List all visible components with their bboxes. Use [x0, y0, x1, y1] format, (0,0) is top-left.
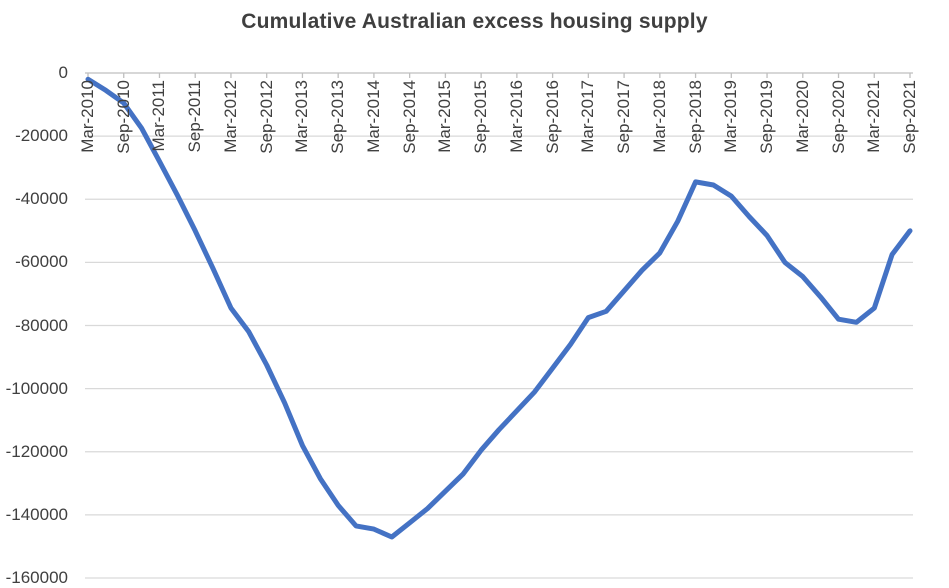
y-axis-label: -120000 [5, 441, 68, 461]
x-axis-label: Mar-2021 [864, 80, 884, 153]
x-axis-label: Sep-2020 [828, 80, 848, 154]
data-line-series [85, 76, 913, 540]
x-axis-label: Mar-2020 [792, 80, 812, 153]
y-axis-label: 0 [58, 63, 68, 82]
x-axis-label: Sep-2016 [542, 80, 562, 154]
x-axis-label: Mar-2018 [649, 80, 669, 153]
y-axis-label: -20000 [15, 126, 68, 146]
y-axis-label: -60000 [15, 252, 68, 272]
x-axis-label: Mar-2013 [292, 80, 312, 153]
y-axis-label: -100000 [5, 378, 68, 398]
x-axis-label: Mar-2014 [363, 80, 383, 153]
x-axis-label: Sep-2017 [614, 80, 634, 154]
x-axis-label: Mar-2011 [149, 80, 169, 152]
x-axis-label: Mar-2019 [721, 80, 741, 153]
x-axis-label: Sep-2010 [113, 80, 133, 154]
x-axis-label: Mar-2010 [78, 80, 97, 153]
x-axis-label: Sep-2018 [685, 80, 705, 154]
x-axis-label: Sep-2011 [185, 80, 205, 153]
x-axis-label: Sep-2019 [757, 80, 777, 154]
y-axis-label: -160000 [5, 568, 68, 587]
x-axis-label: Sep-2012 [256, 80, 276, 154]
x-axis-label: Sep-2021 [900, 80, 919, 154]
x-axis-label: Mar-2017 [578, 80, 598, 153]
y-axis-label: -80000 [15, 315, 68, 335]
y-axis-label: -40000 [15, 189, 68, 209]
x-axis-label: Sep-2015 [471, 80, 491, 154]
y-axis-label: -140000 [5, 504, 68, 524]
x-axis-label: Sep-2013 [328, 80, 348, 154]
x-axis-label: Mar-2016 [506, 80, 526, 153]
chart-title: Cumulative Australian excess housing sup… [241, 10, 708, 33]
x-axis-label: Mar-2012 [220, 80, 240, 153]
x-axis-label: Mar-2015 [435, 80, 455, 153]
x-axis-label: Sep-2014 [399, 80, 419, 154]
